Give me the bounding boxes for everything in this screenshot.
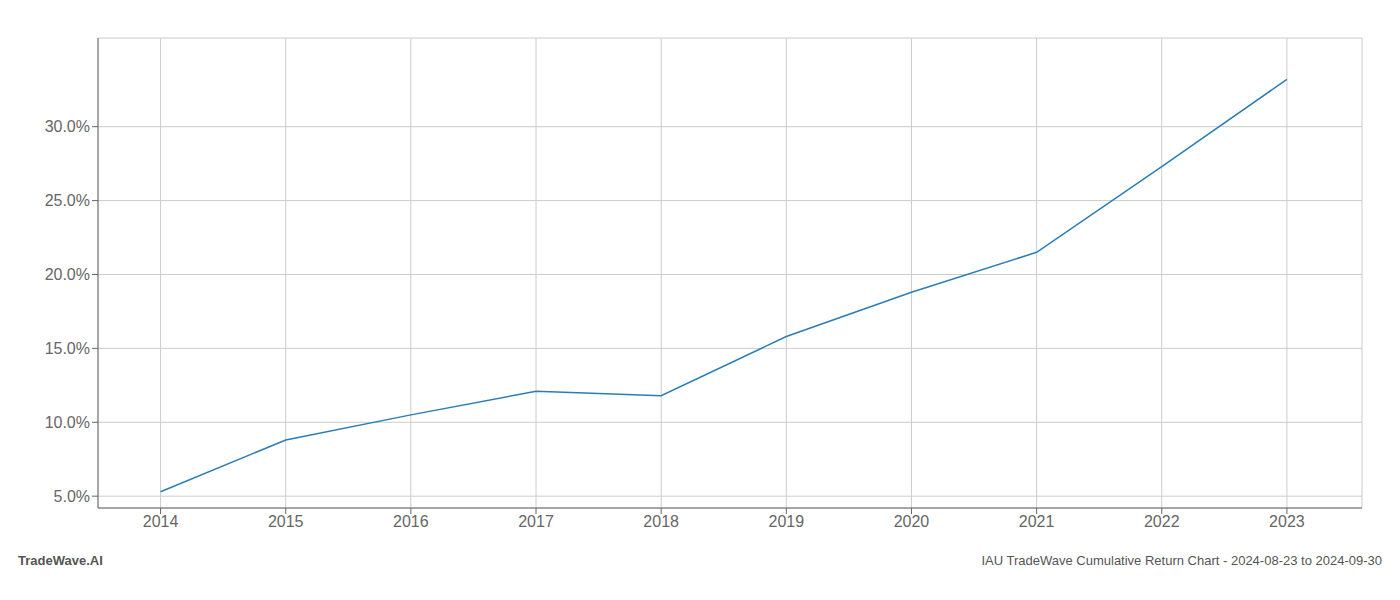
svg-text:10.0%: 10.0% <box>45 414 90 431</box>
svg-text:2020: 2020 <box>894 513 930 530</box>
svg-text:2019: 2019 <box>769 513 805 530</box>
svg-text:20.0%: 20.0% <box>45 266 90 283</box>
svg-text:2023: 2023 <box>1269 513 1305 530</box>
svg-text:25.0%: 25.0% <box>45 192 90 209</box>
svg-text:2014: 2014 <box>143 513 179 530</box>
svg-text:2016: 2016 <box>393 513 429 530</box>
svg-text:30.0%: 30.0% <box>45 118 90 135</box>
html-text:IAU TradeWave Cumulative Retur: IAU TradeWave Cumulative Return Chart - … <box>981 553 1382 568</box>
svg-text:2017: 2017 <box>518 513 554 530</box>
html-text:TradeWave.AI: TradeWave.AI <box>18 553 103 568</box>
svg-text:5.0%: 5.0% <box>54 488 90 505</box>
svg-text:2021: 2021 <box>1019 513 1055 530</box>
svg-text:2022: 2022 <box>1144 513 1180 530</box>
svg-text:2018: 2018 <box>643 513 679 530</box>
svg-text:15.0%: 15.0% <box>45 340 90 357</box>
svg-text:2015: 2015 <box>268 513 304 530</box>
